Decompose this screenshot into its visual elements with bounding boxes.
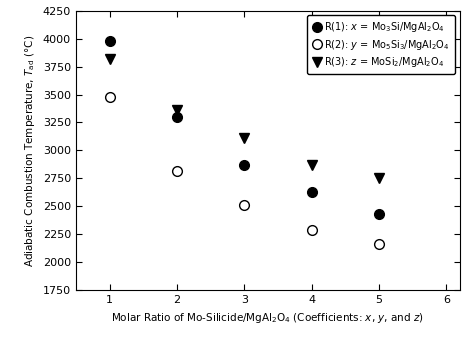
Line: R(1): $x$ = Mo$_3$Si/MgAl$_2$O$_4$: R(1): $x$ = Mo$_3$Si/MgAl$_2$O$_4$ bbox=[105, 36, 384, 219]
R(3): $z$ = MoSi$_2$/MgAl$_2$O$_4$: (2, 3.36e+03): $z$ = MoSi$_2$/MgAl$_2$O$_4$: (2, 3.36e+… bbox=[174, 108, 180, 112]
R(3): $z$ = MoSi$_2$/MgAl$_2$O$_4$: (3, 3.11e+03): $z$ = MoSi$_2$/MgAl$_2$O$_4$: (3, 3.11e+… bbox=[241, 136, 247, 140]
R(2): $y$ = Mo$_5$Si$_3$/MgAl$_2$O$_4$: (4, 2.29e+03): $y$ = Mo$_5$Si$_3$/MgAl$_2$O$_4$: (4, 2.… bbox=[309, 228, 314, 232]
R(1): $x$ = Mo$_3$Si/MgAl$_2$O$_4$: (5, 2.43e+03): $x$ = Mo$_3$Si/MgAl$_2$O$_4$: (5, 2.43e+… bbox=[376, 212, 382, 216]
R(2): $y$ = Mo$_5$Si$_3$/MgAl$_2$O$_4$: (5, 2.16e+03): $y$ = Mo$_5$Si$_3$/MgAl$_2$O$_4$: (5, 2.… bbox=[376, 242, 382, 246]
R(1): $x$ = Mo$_3$Si/MgAl$_2$O$_4$: (2, 3.3e+03): $x$ = Mo$_3$Si/MgAl$_2$O$_4$: (2, 3.3e+0… bbox=[174, 115, 180, 119]
R(1): $x$ = Mo$_3$Si/MgAl$_2$O$_4$: (3, 2.87e+03): $x$ = Mo$_3$Si/MgAl$_2$O$_4$: (3, 2.87e+… bbox=[241, 163, 247, 167]
R(3): $z$ = MoSi$_2$/MgAl$_2$O$_4$: (5, 2.75e+03): $z$ = MoSi$_2$/MgAl$_2$O$_4$: (5, 2.75e+… bbox=[376, 176, 382, 181]
R(3): $z$ = MoSi$_2$/MgAl$_2$O$_4$: (4, 2.87e+03): $z$ = MoSi$_2$/MgAl$_2$O$_4$: (4, 2.87e+… bbox=[309, 163, 314, 167]
Line: R(2): $y$ = Mo$_5$Si$_3$/MgAl$_2$O$_4$: R(2): $y$ = Mo$_5$Si$_3$/MgAl$_2$O$_4$ bbox=[105, 92, 384, 249]
R(2): $y$ = Mo$_5$Si$_3$/MgAl$_2$O$_4$: (3, 2.51e+03): $y$ = Mo$_5$Si$_3$/MgAl$_2$O$_4$: (3, 2.… bbox=[241, 203, 247, 207]
R(2): $y$ = Mo$_5$Si$_3$/MgAl$_2$O$_4$: (1, 3.48e+03): $y$ = Mo$_5$Si$_3$/MgAl$_2$O$_4$: (1, 3.… bbox=[107, 95, 112, 99]
R(1): $x$ = Mo$_3$Si/MgAl$_2$O$_4$: (4, 2.63e+03): $x$ = Mo$_3$Si/MgAl$_2$O$_4$: (4, 2.63e+… bbox=[309, 190, 314, 194]
Legend: R(1): $x$ = Mo$_3$Si/MgAl$_2$O$_4$, R(2): $y$ = Mo$_5$Si$_3$/MgAl$_2$O$_4$, R(3): R(1): $x$ = Mo$_3$Si/MgAl$_2$O$_4$, R(2)… bbox=[307, 16, 455, 74]
Line: R(3): $z$ = MoSi$_2$/MgAl$_2$O$_4$: R(3): $z$ = MoSi$_2$/MgAl$_2$O$_4$ bbox=[105, 54, 384, 183]
X-axis label: Molar Ratio of Mo-Silicide/MgAl$_2$O$_4$ (Coefficients: $x$, $y$, and $z$): Molar Ratio of Mo-Silicide/MgAl$_2$O$_4$… bbox=[111, 311, 424, 325]
R(3): $z$ = MoSi$_2$/MgAl$_2$O$_4$: (1, 3.82e+03): $z$ = MoSi$_2$/MgAl$_2$O$_4$: (1, 3.82e+… bbox=[107, 57, 112, 61]
R(1): $x$ = Mo$_3$Si/MgAl$_2$O$_4$: (1, 3.98e+03): $x$ = Mo$_3$Si/MgAl$_2$O$_4$: (1, 3.98e+… bbox=[107, 39, 112, 43]
Y-axis label: Adiabatic Combustion Temperature, $T_{\mathrm{ad}}$ (°C): Adiabatic Combustion Temperature, $T_{\m… bbox=[23, 34, 37, 267]
R(2): $y$ = Mo$_5$Si$_3$/MgAl$_2$O$_4$: (2, 2.82e+03): $y$ = Mo$_5$Si$_3$/MgAl$_2$O$_4$: (2, 2.… bbox=[174, 169, 180, 173]
